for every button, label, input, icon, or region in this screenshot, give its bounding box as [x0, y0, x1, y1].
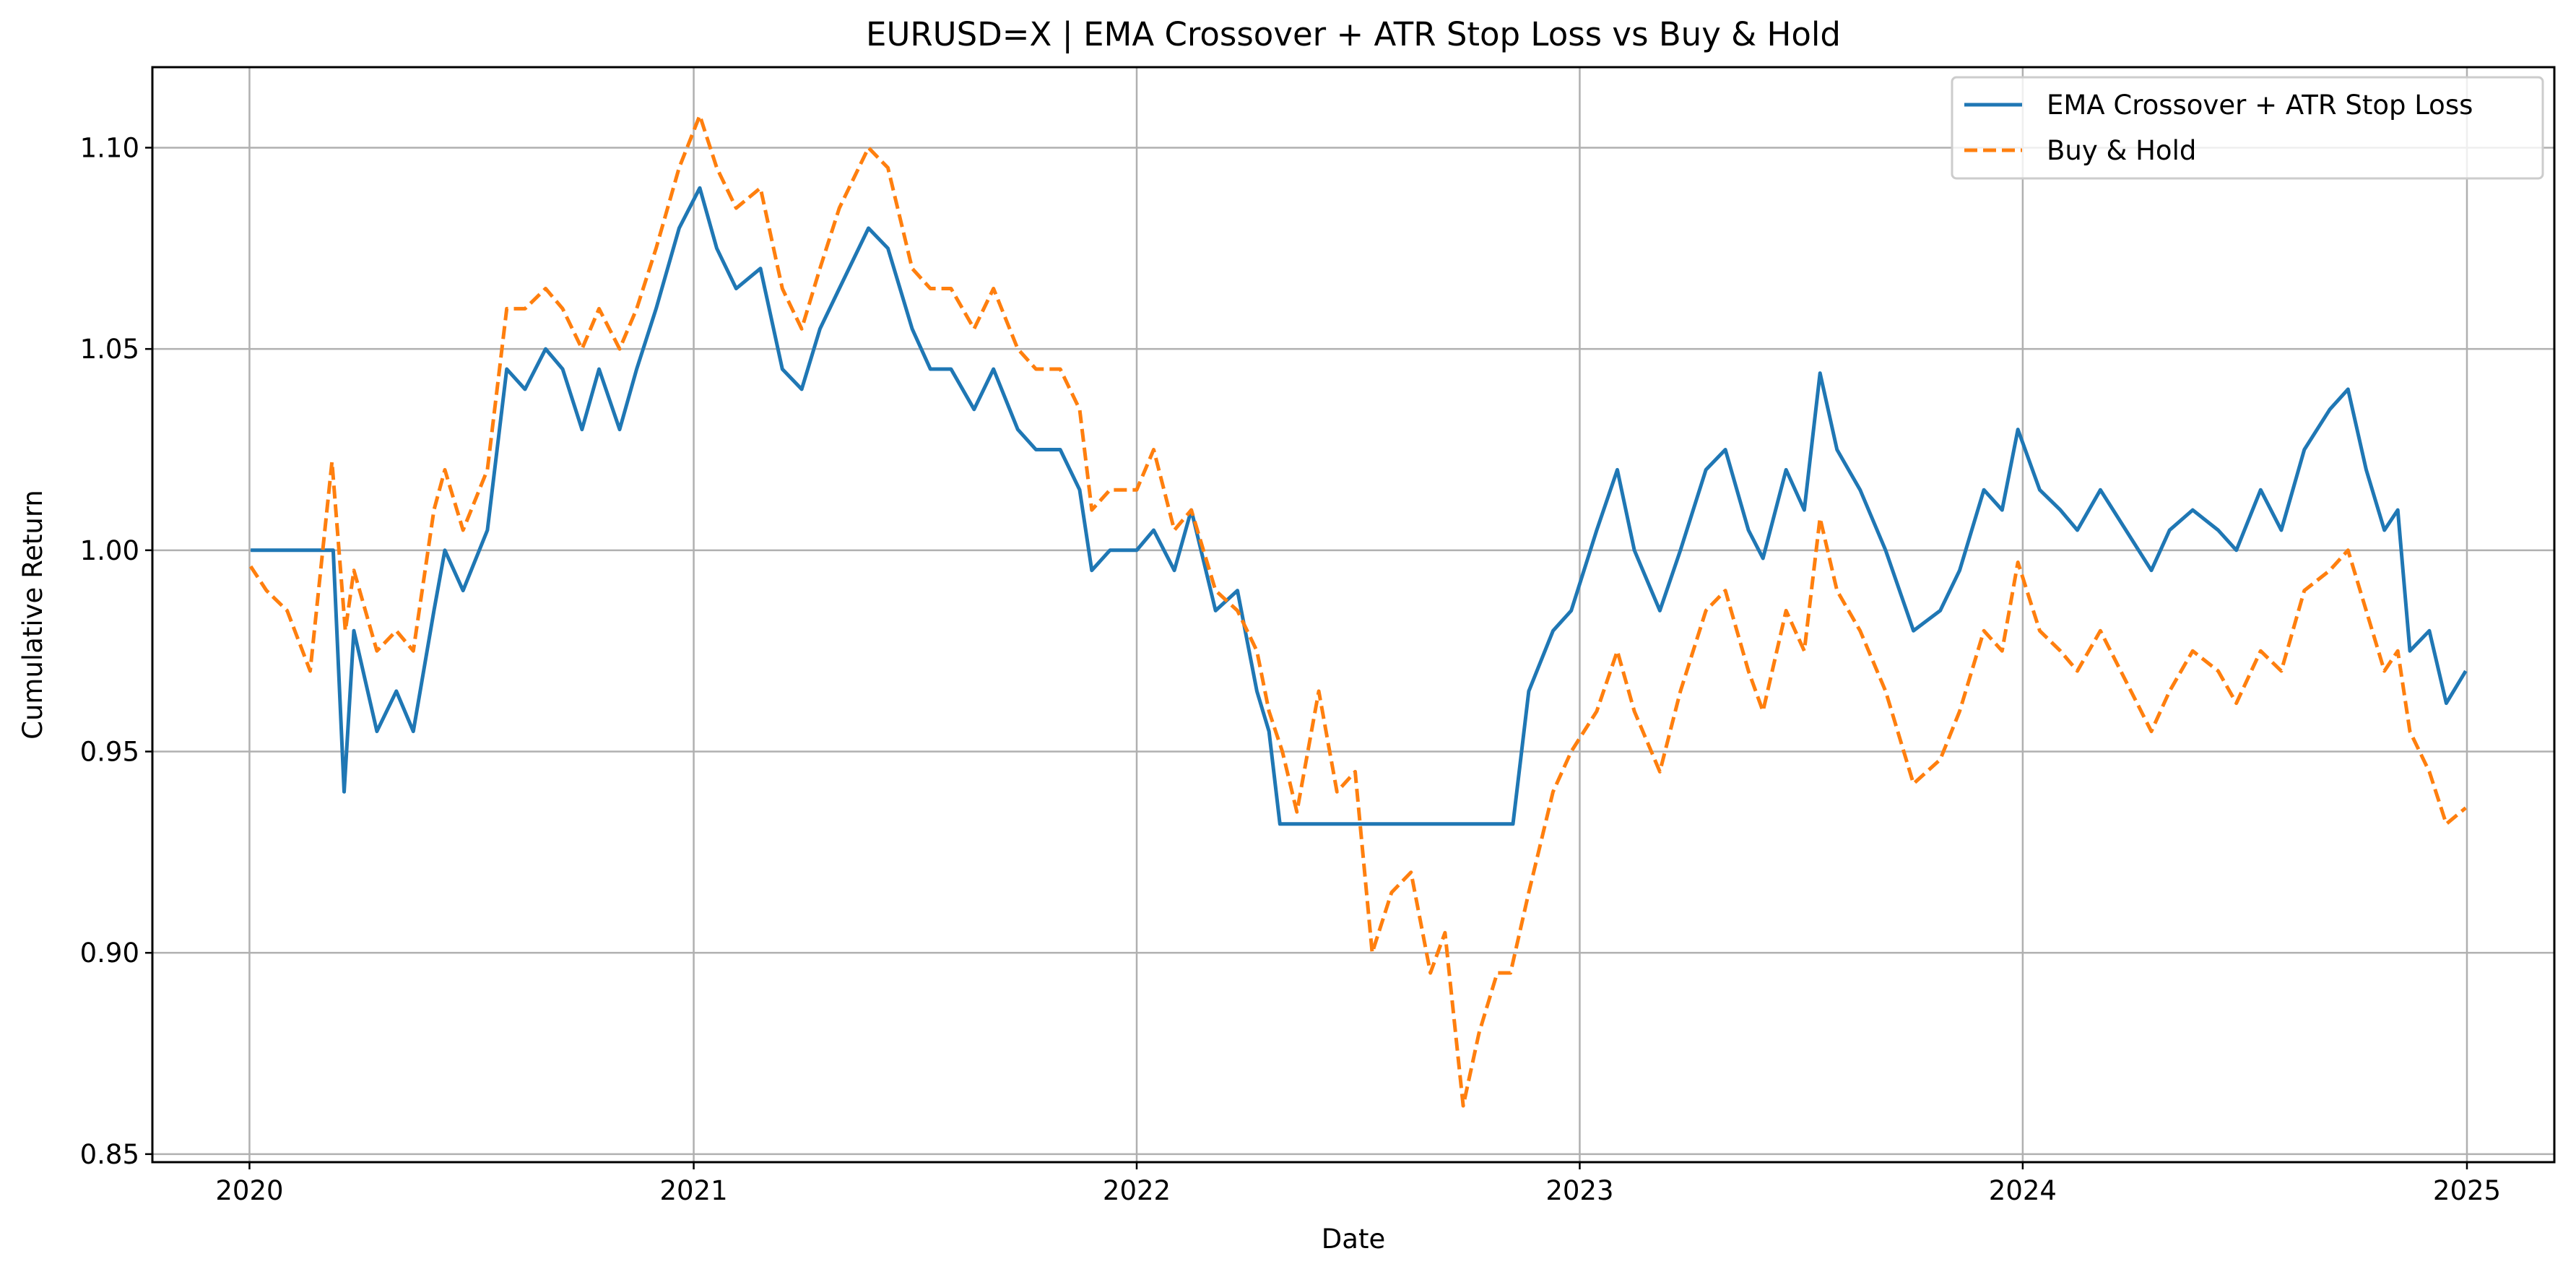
legend-box	[1951, 76, 2544, 180]
series-layer	[249, 113, 2468, 1108]
x-tick-label: 2020	[215, 1175, 283, 1206]
legend-label-strategy: EMA Crossover + ATR Stop Loss	[2047, 90, 2473, 121]
y-tick-label: 1.00	[80, 535, 139, 566]
x-tick-label: 2025	[2433, 1175, 2501, 1206]
x-tick-label: 2022	[1103, 1175, 1171, 1206]
ticks: 2020 2021 2022 2023 2024 2025 0.85 0.90 0.95 1.00…	[80, 132, 2501, 1206]
x-axis-label: Date	[1322, 1224, 1385, 1255]
y-tick-label: 1.05	[80, 334, 139, 365]
y-tick-label: 0.85	[80, 1139, 139, 1170]
y-tick-label: 0.95	[80, 737, 139, 768]
y-tick-label: 1.10	[80, 132, 139, 163]
x-tick-label: 2023	[1545, 1175, 1613, 1206]
grid	[152, 67, 2554, 1162]
legend: EMA Crossover + ATR Stop Loss Buy & Hold	[1951, 76, 2544, 180]
y-axis-label: Cumulative Return	[17, 490, 48, 740]
x-tick-label: 2021	[659, 1175, 727, 1206]
plot-frame	[151, 66, 2556, 1164]
series-line-strategy	[251, 186, 2468, 826]
chart-title: EURUSD=X | EMA Crossover + ATR Stop Loss…	[866, 15, 1841, 53]
series-line-buy-hold	[249, 113, 2467, 1108]
y-tick-label: 0.90	[80, 938, 139, 969]
x-tick-label: 2024	[1989, 1175, 2057, 1206]
legend-label-buy-hold: Buy & Hold	[2047, 135, 2196, 166]
